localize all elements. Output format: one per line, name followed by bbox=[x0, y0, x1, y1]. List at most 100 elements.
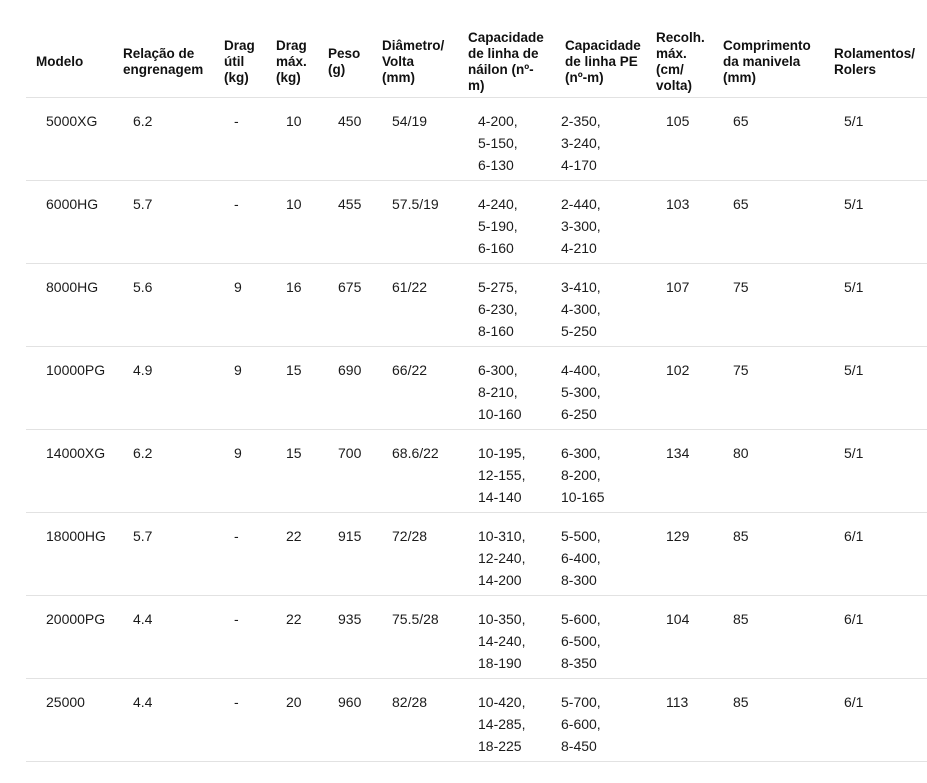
cell-manivela: 85 bbox=[713, 678, 824, 762]
cell-peso: 960 bbox=[318, 678, 372, 762]
cell-drag_max: 22 bbox=[266, 595, 318, 679]
cell-drag_max: 20 bbox=[266, 678, 318, 762]
cell-manivela: 65 bbox=[713, 97, 824, 181]
capacity-line: 14-140 bbox=[478, 488, 522, 505]
cell-drag_util: - bbox=[214, 97, 266, 181]
table-row: 5000XG 6.2-10 450 54/19 4-200, 5-150, 6-130 2-3… bbox=[26, 97, 927, 181]
cell-relacao: 5.6 bbox=[113, 263, 214, 347]
capacity-line: 14-285, bbox=[478, 715, 526, 732]
capacity-line: 6-160 bbox=[478, 239, 514, 256]
cell-recolh: 113 bbox=[646, 678, 713, 762]
cell-drag_util: - bbox=[214, 595, 266, 679]
capacity-line: 6-300, bbox=[478, 361, 518, 378]
cell-modelo: 25000 bbox=[26, 678, 113, 762]
column-header-relacao: Relação de engrenagem bbox=[113, 30, 214, 98]
table-header: Modelo Relação de engrenagem Drag útil (kg… bbox=[26, 30, 927, 98]
capacity-line: 6-300, bbox=[561, 444, 601, 461]
column-header-manivela: Comprimento da manivela (mm) bbox=[713, 30, 824, 98]
capacity-line: 2-440, bbox=[561, 195, 601, 212]
capacity-line: 8-450 bbox=[561, 737, 597, 754]
cell-peso: 915 bbox=[318, 512, 372, 596]
capacity-line: 5-150, bbox=[478, 134, 518, 151]
capacity-line: 5-500, bbox=[561, 527, 601, 544]
cell-recolh: 104 bbox=[646, 595, 713, 679]
capacity-line: 6-130 bbox=[478, 156, 514, 173]
capacity-line: 2-350, bbox=[561, 112, 601, 129]
cell-rolamentos: 6/1 bbox=[824, 678, 927, 762]
table-row: 10000PG 4.9 9 15 690 66/22 6-300, 8-210, 10-160 4… bbox=[26, 346, 927, 430]
cell-drag_util: 9 bbox=[214, 263, 266, 347]
cell-recolh: 129 bbox=[646, 512, 713, 596]
capacity-line: 8-200, bbox=[561, 466, 601, 483]
cell-diametro: 82/28 bbox=[372, 678, 458, 762]
cell-rolamentos: 5/1 bbox=[824, 346, 927, 430]
cell-rolamentos: 6/1 bbox=[824, 512, 927, 596]
cell-modelo: 5000XG bbox=[26, 97, 113, 181]
capacity-line: 5-300, bbox=[561, 383, 601, 400]
cell-pe: 4-400, 5-300, 6-250 bbox=[555, 346, 646, 430]
cell-manivela: 75 bbox=[713, 346, 824, 430]
cell-peso: 450 bbox=[318, 97, 372, 181]
cell-pe: 2-350, 3-240, 4-170 bbox=[555, 97, 646, 181]
cell-relacao: 6.2 bbox=[113, 97, 214, 181]
cell-drag_max: 22 bbox=[266, 512, 318, 596]
capacity-line: 5-600, bbox=[561, 610, 601, 627]
cell-pe: 2-440, 3-300, 4-210 bbox=[555, 180, 646, 264]
capacity-line: 6-230, bbox=[478, 300, 518, 317]
capacity-line: 6-600, bbox=[561, 715, 601, 732]
cell-recolh: 102 bbox=[646, 346, 713, 430]
capacity-line: 8-160 bbox=[478, 322, 514, 339]
cell-modelo: 20000PG bbox=[26, 595, 113, 679]
capacity-line: 5-190, bbox=[478, 217, 518, 234]
capacity-line: 6-500, bbox=[561, 632, 601, 649]
table-row: 18000HG 5.7-22 915 72/28 10-310, 12-240, 14-20… bbox=[26, 512, 927, 596]
cell-relacao: 5.7 bbox=[113, 180, 214, 264]
capacity-line: 5-700, bbox=[561, 693, 601, 710]
cell-peso: 935 bbox=[318, 595, 372, 679]
cell-diametro: 72/28 bbox=[372, 512, 458, 596]
capacity-line: 3-410, bbox=[561, 278, 601, 295]
cell-manivela: 85 bbox=[713, 595, 824, 679]
table-row: 20000PG 4.4-22 935 75.5/28 10-350, 14-240, 18-… bbox=[26, 595, 927, 679]
cell-modelo: 8000HG bbox=[26, 263, 113, 347]
column-header-drag_util: Drag útil (kg) bbox=[214, 30, 266, 98]
cell-drag_util: 9 bbox=[214, 346, 266, 430]
capacity-line: 12-155, bbox=[478, 466, 526, 483]
cell-relacao: 6.2 bbox=[113, 429, 214, 513]
capacity-line: 3-240, bbox=[561, 134, 601, 151]
cell-diametro: 57.5/19 bbox=[372, 180, 458, 264]
cell-modelo: 10000PG bbox=[26, 346, 113, 430]
cell-nailon: 10-350, 14-240, 18-190 bbox=[458, 595, 555, 679]
cell-drag_max: 10 bbox=[266, 97, 318, 181]
cell-modelo: 18000HG bbox=[26, 512, 113, 596]
cell-relacao: 4.9 bbox=[113, 346, 214, 430]
header-row: Modelo Relação de engrenagem Drag útil (kg… bbox=[26, 30, 927, 98]
cell-drag_util: - bbox=[214, 180, 266, 264]
cell-manivela: 85 bbox=[713, 512, 824, 596]
cell-rolamentos: 5/1 bbox=[824, 429, 927, 513]
column-header-recolh: Recolh. máx. (cm/ volta) bbox=[646, 30, 713, 98]
table-body: 5000XG 6.2-10 450 54/19 4-200, 5-150, 6-130 2-3… bbox=[26, 97, 927, 762]
capacity-line: 10-350, bbox=[478, 610, 526, 627]
capacity-line: 5-250 bbox=[561, 322, 597, 339]
cell-recolh: 103 bbox=[646, 180, 713, 264]
cell-nailon: 4-200, 5-150, 6-130 bbox=[458, 97, 555, 181]
capacity-line: 10-160 bbox=[478, 405, 522, 422]
capacity-line: 3-300, bbox=[561, 217, 601, 234]
cell-nailon: 6-300, 8-210, 10-160 bbox=[458, 346, 555, 430]
cell-recolh: 107 bbox=[646, 263, 713, 347]
column-header-rolamentos: Rolamentos/ Rolers bbox=[824, 30, 927, 98]
reel-spec-table: Modelo Relação de engrenagem Drag útil (kg… bbox=[26, 30, 927, 762]
cell-pe: 6-300, 8-200, 10-165 bbox=[555, 429, 646, 513]
capacity-line: 18-225 bbox=[478, 737, 522, 754]
column-header-nailon: Capacidade de linha de náilon (nº- m) bbox=[458, 30, 555, 98]
cell-diametro: 75.5/28 bbox=[372, 595, 458, 679]
table-row: 8000HG 5.6 9 16 675 61/22 5-275, 6-230, 8-160 3-4… bbox=[26, 263, 927, 347]
cell-manivela: 75 bbox=[713, 263, 824, 347]
capacity-line: 4-200, bbox=[478, 112, 518, 129]
cell-recolh: 105 bbox=[646, 97, 713, 181]
capacity-line: 18-190 bbox=[478, 654, 522, 671]
cell-peso: 675 bbox=[318, 263, 372, 347]
capacity-line: 6-250 bbox=[561, 405, 597, 422]
cell-relacao: 4.4 bbox=[113, 595, 214, 679]
